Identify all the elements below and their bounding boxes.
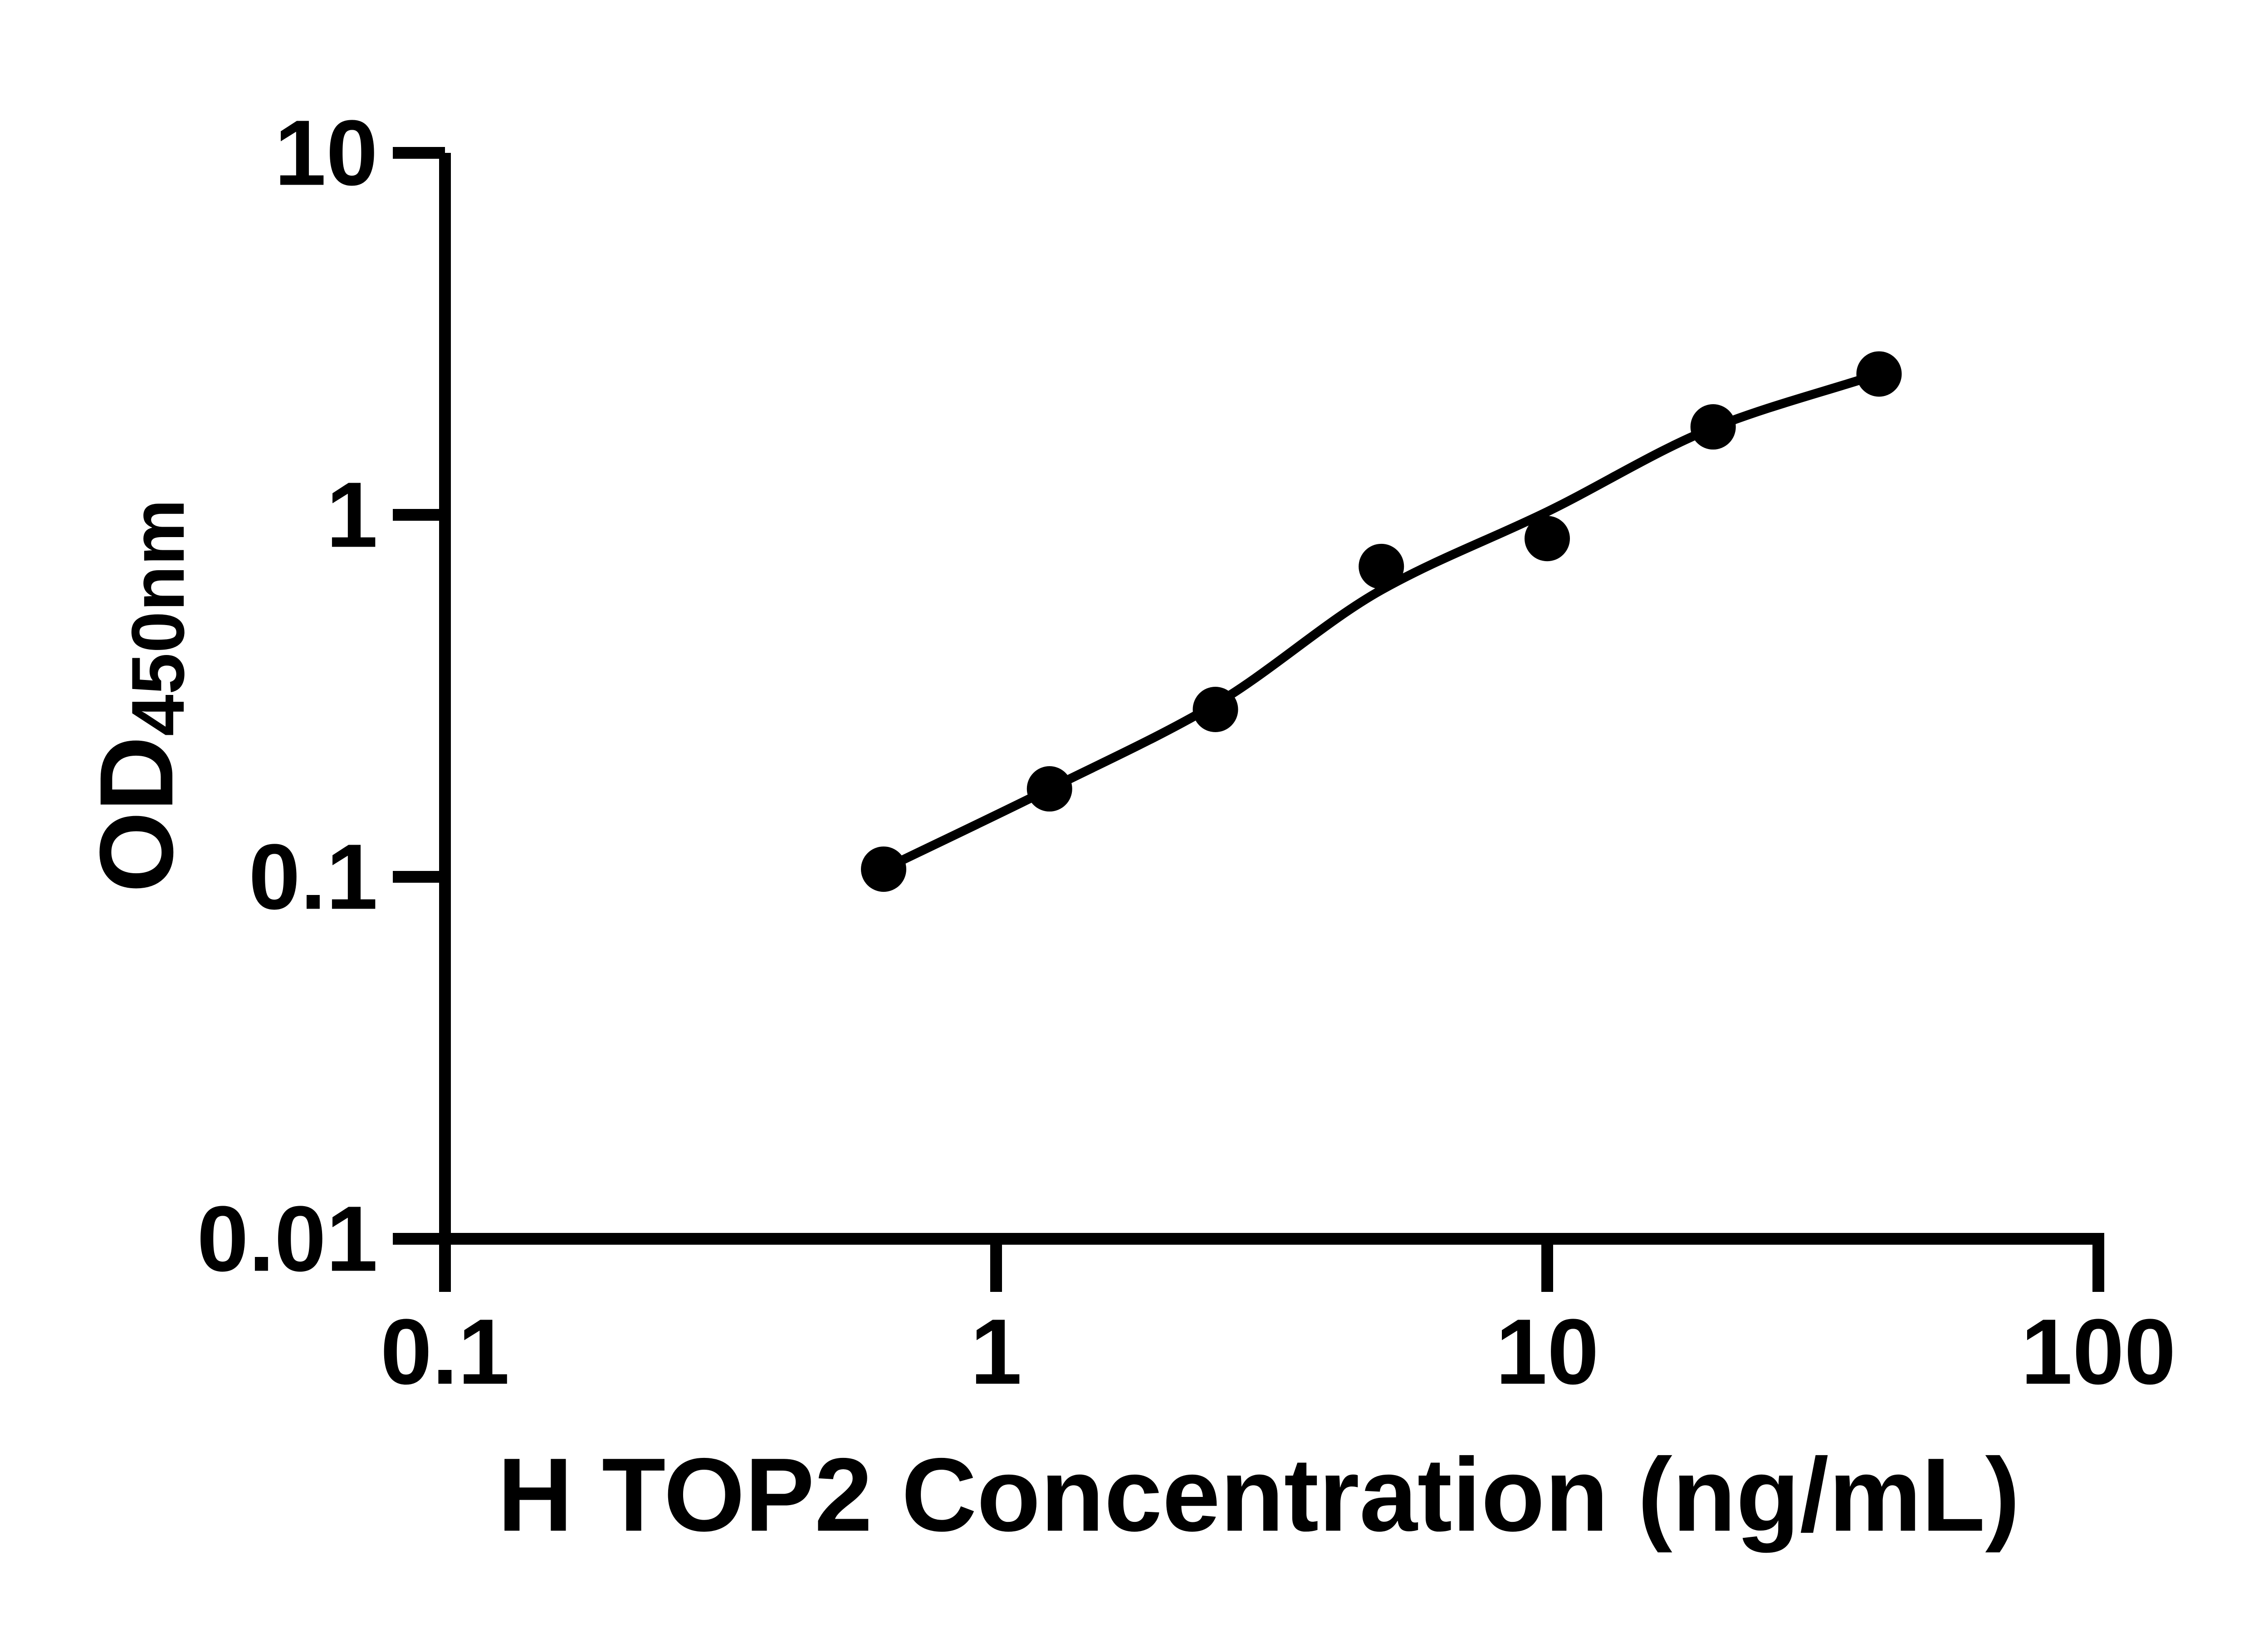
y-axis-title-main: OD [78, 736, 195, 893]
x-tick-label: 0.1 [381, 1300, 510, 1404]
y-axis-title-subscript: 450nm [116, 499, 200, 736]
x-tick-label: 1 [970, 1300, 1022, 1404]
y-tick-label: 10 [274, 101, 378, 205]
y-axis-title: OD450nm [78, 499, 200, 893]
data-point [1525, 516, 1570, 562]
y-tick-label: 1 [326, 463, 378, 567]
y-tick-label: 0.01 [197, 1187, 378, 1291]
x-axis-title: H TOP2 Concentration (ng/mL) [498, 1437, 2020, 1553]
data-point [1026, 766, 1072, 812]
data-point [860, 846, 906, 892]
data-points-group [860, 351, 1902, 892]
x-tick-label: 10 [1496, 1300, 1599, 1404]
data-point [1856, 351, 1902, 397]
data-point [1193, 687, 1238, 733]
y-tick-label: 0.1 [249, 825, 378, 929]
data-point [1690, 404, 1736, 450]
axes-group [393, 147, 2104, 1292]
x-tick-label: 100 [2021, 1300, 2176, 1404]
data-point [1359, 543, 1404, 589]
